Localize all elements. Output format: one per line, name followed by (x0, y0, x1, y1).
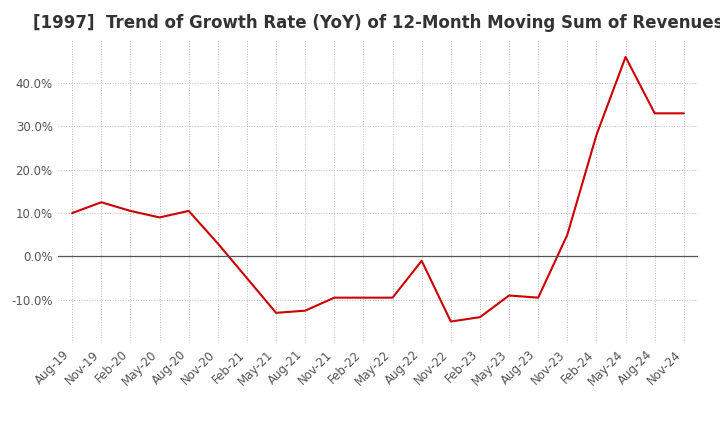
Title: [1997]  Trend of Growth Rate (YoY) of 12-Month Moving Sum of Revenues: [1997] Trend of Growth Rate (YoY) of 12-… (32, 15, 720, 33)
